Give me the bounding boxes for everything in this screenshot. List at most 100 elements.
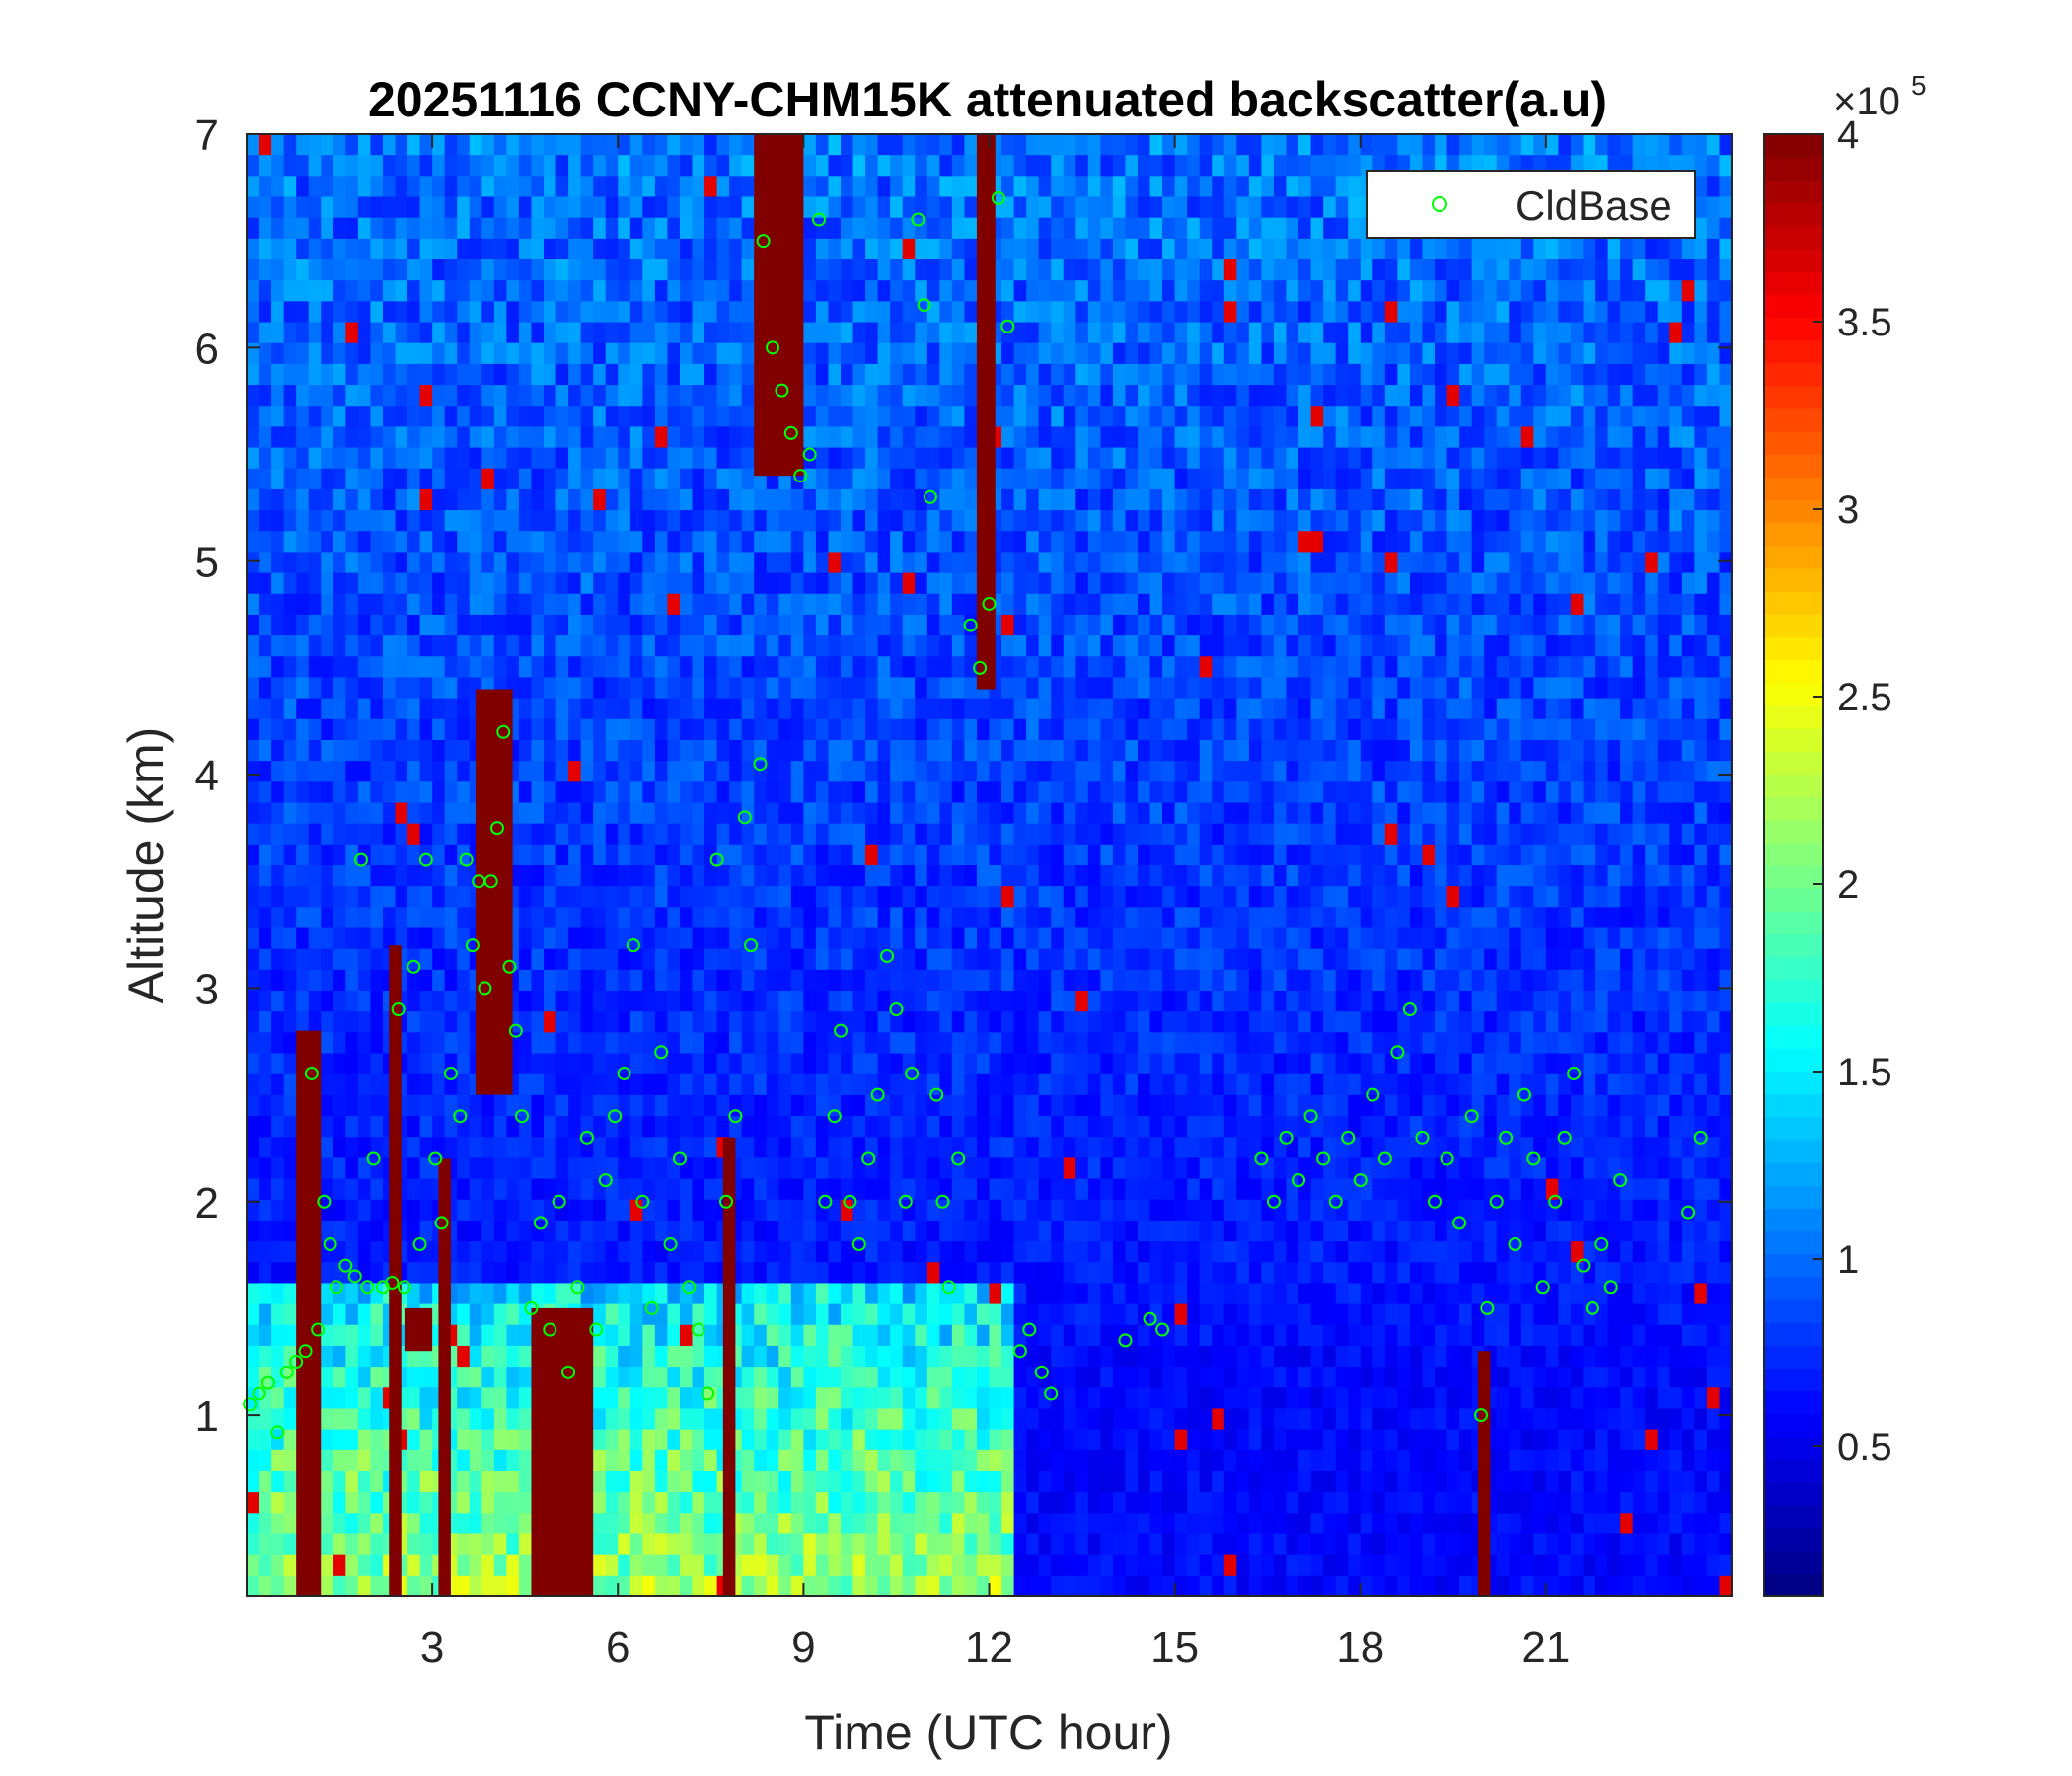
heatmap-cell	[1545, 510, 1560, 532]
heatmap-cell	[1669, 301, 1683, 324]
heatmap-cell	[518, 342, 533, 365]
heatmap-cell	[1261, 927, 1275, 950]
heatmap-cell	[357, 342, 372, 365]
heatmap-cell	[1286, 488, 1299, 511]
heatmap-cell	[1706, 698, 1721, 720]
heatmap-cell	[1026, 802, 1040, 825]
heatmap-cell	[815, 426, 830, 449]
heatmap-cell	[296, 823, 310, 846]
heatmap-cell	[915, 781, 928, 804]
heatmap-cell	[283, 510, 297, 532]
heatmap-cell	[357, 426, 372, 449]
heatmap-cell	[729, 468, 743, 490]
heatmap-cell	[828, 134, 842, 156]
heatmap-cell	[1459, 886, 1473, 908]
heatmap-cell	[1138, 593, 1151, 616]
heatmap-cell	[852, 134, 866, 156]
heatmap-cell	[444, 176, 458, 198]
heatmap-cell	[1323, 134, 1337, 156]
heatmap-cell	[1694, 385, 1708, 407]
heatmap-cell	[902, 969, 916, 992]
heatmap-cell	[1051, 468, 1065, 490]
heatmap-cell	[1051, 363, 1065, 386]
heatmap-cell	[1112, 865, 1127, 887]
heatmap-cell	[642, 488, 656, 511]
heatmap-cell	[654, 552, 669, 574]
heatmap-cell	[692, 280, 705, 302]
heatmap-cell	[915, 155, 928, 177]
heatmap-cell	[754, 823, 768, 846]
heatmap-cell	[444, 614, 458, 636]
heatmap-cell	[605, 531, 619, 554]
heatmap-cell	[333, 447, 346, 470]
heatmap-cell	[754, 761, 768, 782]
heatmap-cell	[1620, 907, 1634, 929]
heatmap-cell	[1509, 698, 1522, 720]
heatmap-cell	[1607, 927, 1621, 950]
heatmap-cell	[629, 259, 643, 281]
heatmap-cell	[741, 635, 755, 657]
heatmap-cell	[247, 718, 260, 741]
heatmap-cell	[296, 134, 310, 156]
heatmap-cell	[1657, 385, 1670, 407]
heatmap-cell	[432, 614, 446, 636]
heatmap-cell	[345, 823, 359, 846]
heatmap-cell	[333, 593, 346, 616]
heatmap-cell	[1484, 718, 1498, 741]
heatmap-cell	[259, 886, 272, 908]
heatmap-cell	[1446, 363, 1460, 386]
heatmap-cell	[877, 656, 891, 679]
heatmap-cell	[654, 718, 669, 741]
heatmap-cell	[890, 322, 904, 344]
heatmap-cell	[457, 593, 471, 616]
heatmap-cell	[704, 844, 718, 866]
heatmap-cell	[1459, 488, 1473, 511]
heatmap-cell	[1001, 363, 1015, 386]
heatmap-cell	[432, 677, 446, 700]
heatmap-cell	[1051, 948, 1065, 971]
heatmap-cell	[1174, 844, 1188, 866]
heatmap-cell	[1545, 865, 1560, 887]
heatmap-cell	[593, 259, 607, 281]
heatmap-cell	[1087, 948, 1101, 971]
heatmap-cell	[1298, 259, 1312, 281]
heatmap-cell	[345, 677, 359, 700]
heatmap-cell	[407, 572, 421, 595]
heatmap-cell	[729, 238, 743, 260]
heatmap-cell	[1335, 217, 1349, 240]
heatmap-cell	[729, 781, 743, 804]
heatmap-cell	[865, 907, 879, 929]
heatmap-cell	[1348, 635, 1362, 657]
heatmap-cell	[382, 698, 397, 720]
heatmap-cell	[1632, 363, 1646, 386]
heatmap-cell	[481, 552, 495, 574]
heatmap-cell	[642, 259, 656, 281]
heatmap-cell	[1360, 301, 1373, 324]
heatmap-cell	[741, 488, 755, 511]
heatmap-cell	[1397, 593, 1411, 616]
heatmap-cell	[432, 531, 446, 554]
heatmap-cell	[1545, 823, 1560, 846]
heatmap-cell	[259, 656, 272, 679]
heatmap-cell	[939, 969, 953, 992]
heatmap-cell	[555, 907, 569, 929]
heatmap-cell	[704, 907, 718, 929]
heatmap-cell	[1149, 823, 1163, 846]
heatmap-cell	[1372, 802, 1386, 825]
heatmap-cell	[729, 572, 743, 595]
heatmap-cell	[1422, 363, 1436, 386]
heatmap-cell	[1595, 635, 1609, 657]
heatmap-cell	[1310, 739, 1324, 762]
heatmap-cell	[1323, 531, 1337, 554]
heatmap-cell	[890, 823, 904, 846]
heatmap-cell	[271, 196, 285, 219]
heatmap-cell	[407, 322, 421, 344]
heatmap-cell	[1298, 948, 1312, 971]
heatmap-cell	[964, 342, 978, 365]
heatmap-cell	[1038, 739, 1052, 762]
heatmap-cell	[815, 238, 830, 260]
heatmap-cell	[345, 155, 359, 177]
heatmap-cell	[296, 552, 310, 574]
heatmap-cell	[865, 823, 879, 846]
heatmap-cell	[1669, 593, 1683, 616]
